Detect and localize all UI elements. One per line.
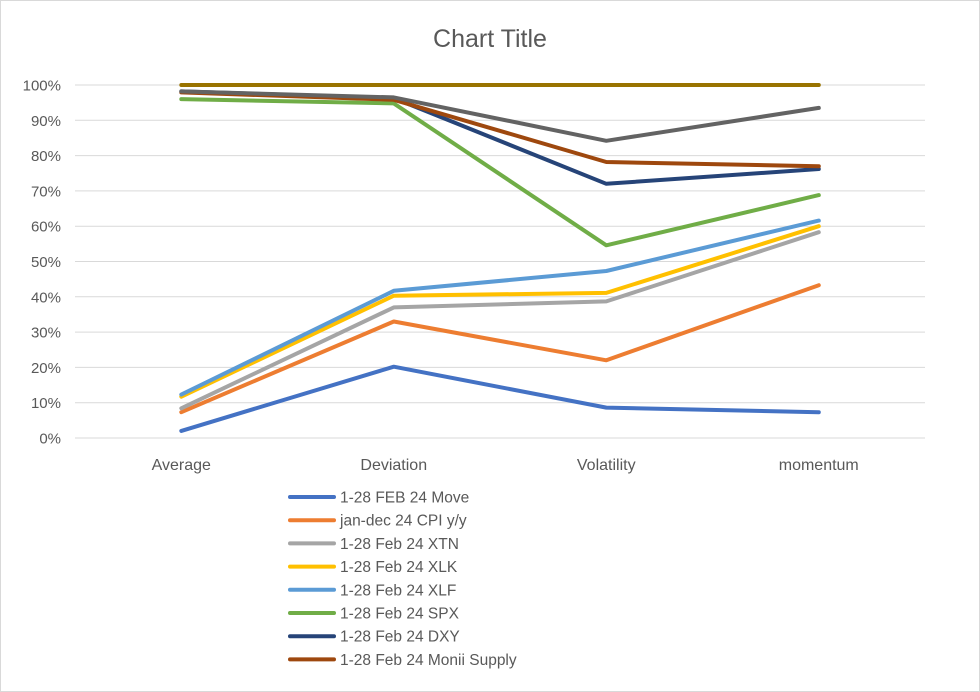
legend-item: 1-28 Feb 24 XLK <box>288 559 458 576</box>
x-category-label: Deviation <box>360 457 427 474</box>
legend-item: 1-28 FEB 24 Move <box>288 490 469 507</box>
legend-label: 1-28 Feb 24 Monii Supply <box>340 652 517 669</box>
series-line <box>179 364 821 433</box>
series-line <box>179 89 821 143</box>
x-category-label: Average <box>152 457 211 474</box>
chart-title: Chart Title <box>433 25 547 53</box>
legend-item: 1-28 Feb 24 SPX <box>288 606 460 623</box>
x-axis-labels: Average Deviation Volatility momentum <box>152 457 859 474</box>
y-tick-label: 20% <box>31 360 61 377</box>
y-tick-label: 80% <box>31 148 61 165</box>
legend: 1-28 FEB 24 Move jan-dec 24 CPI y/y 1-28 F… <box>288 490 517 669</box>
y-tick-label: 100% <box>23 78 61 95</box>
series-line <box>179 97 821 248</box>
y-tick-label: 30% <box>31 325 61 342</box>
series-line <box>179 89 821 186</box>
legend-item: jan-dec 24 CPI y/y <box>288 513 467 530</box>
y-tick-label: 10% <box>31 395 61 412</box>
legend-label: 1-28 FEB 24 Move <box>340 490 469 507</box>
legend-label: 1-28 Feb 24 DXY <box>340 629 460 646</box>
legend-item: 1-28 Feb 24 Monii Supply <box>288 652 517 669</box>
legend-label: 1-28 Feb 24 XLK <box>340 559 458 576</box>
series-line <box>179 230 821 411</box>
series-line <box>179 218 821 397</box>
y-tick-label: 50% <box>31 254 61 271</box>
y-tick-label: 0% <box>39 431 61 448</box>
legend-item: 1-28 Feb 24 XTN <box>288 536 459 553</box>
y-tick-label: 40% <box>31 289 61 306</box>
y-tick-label: 60% <box>31 219 61 236</box>
legend-label: 1-28 Feb 24 XTN <box>340 536 459 553</box>
legend-label: jan-dec 24 CPI y/y <box>339 513 467 530</box>
legend-item: 1-28 Feb 24 XLF <box>288 582 456 599</box>
y-tick-label: 90% <box>31 113 61 130</box>
series-line <box>179 283 821 415</box>
series-line <box>179 224 821 399</box>
x-category-label: momentum <box>779 457 859 474</box>
legend-label: 1-28 Feb 24 SPX <box>340 606 460 623</box>
series-lines <box>179 83 821 433</box>
y-tick-label: 70% <box>31 183 61 200</box>
legend-label: 1-28 Feb 24 XLF <box>340 582 456 599</box>
legend-item: 1-28 Feb 24 DXY <box>288 629 460 646</box>
x-category-label: Volatility <box>577 457 636 474</box>
y-axis-labels: 0% 10% 20% 30% 40% 50% 60% 70% 80% 90% 100% <box>23 78 61 448</box>
